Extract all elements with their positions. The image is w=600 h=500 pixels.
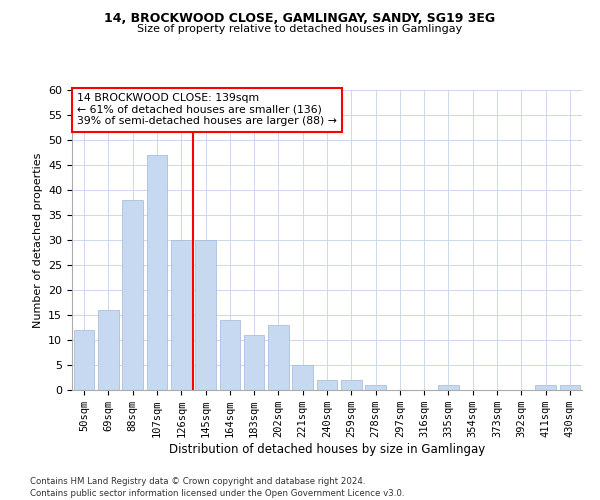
Text: Contains HM Land Registry data © Crown copyright and database right 2024.: Contains HM Land Registry data © Crown c… bbox=[30, 478, 365, 486]
Bar bbox=[146, 155, 167, 390]
Bar bbox=[560, 385, 580, 390]
Bar bbox=[317, 380, 337, 390]
Bar bbox=[438, 385, 459, 390]
Bar bbox=[365, 385, 386, 390]
Bar bbox=[268, 325, 289, 390]
Bar bbox=[341, 380, 362, 390]
Text: Distribution of detached houses by size in Gamlingay: Distribution of detached houses by size … bbox=[169, 442, 485, 456]
Y-axis label: Number of detached properties: Number of detached properties bbox=[32, 152, 43, 328]
Bar bbox=[292, 365, 313, 390]
Text: 14, BROCKWOOD CLOSE, GAMLINGAY, SANDY, SG19 3EG: 14, BROCKWOOD CLOSE, GAMLINGAY, SANDY, S… bbox=[104, 12, 496, 26]
Bar bbox=[220, 320, 240, 390]
Bar bbox=[171, 240, 191, 390]
Bar bbox=[98, 310, 119, 390]
Bar bbox=[535, 385, 556, 390]
Text: Size of property relative to detached houses in Gamlingay: Size of property relative to detached ho… bbox=[137, 24, 463, 34]
Text: Contains public sector information licensed under the Open Government Licence v3: Contains public sector information licen… bbox=[30, 489, 404, 498]
Bar bbox=[195, 240, 216, 390]
Bar bbox=[244, 335, 265, 390]
Bar bbox=[122, 200, 143, 390]
Bar bbox=[74, 330, 94, 390]
Text: 14 BROCKWOOD CLOSE: 139sqm
← 61% of detached houses are smaller (136)
39% of sem: 14 BROCKWOOD CLOSE: 139sqm ← 61% of deta… bbox=[77, 93, 337, 126]
